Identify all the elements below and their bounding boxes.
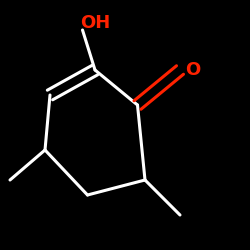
Text: OH: OH <box>80 14 110 32</box>
Text: O: O <box>185 61 200 79</box>
